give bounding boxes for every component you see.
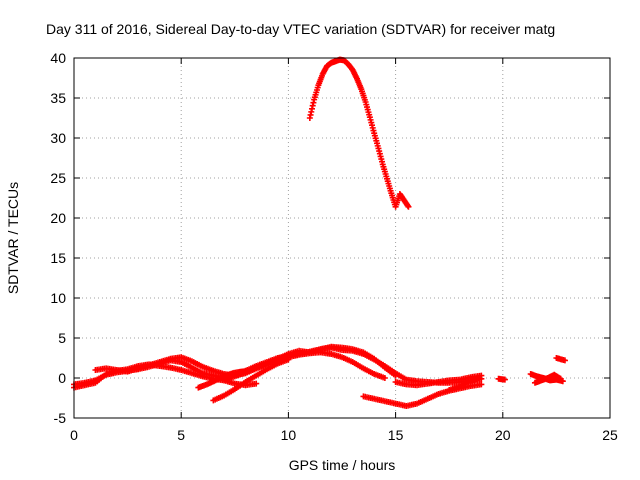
x-tick-label: 5 <box>177 427 185 443</box>
x-tick-label: 15 <box>388 427 404 443</box>
data-point <box>561 357 568 364</box>
data-point <box>285 356 292 363</box>
series-arc-10 <box>446 375 483 393</box>
series-arc-5 <box>210 356 292 404</box>
data-point <box>478 381 485 388</box>
y-tick-label: 30 <box>50 130 66 146</box>
series-arc-13 <box>531 371 564 386</box>
series-arc-14 <box>553 355 568 364</box>
series-arc-3 <box>92 343 399 379</box>
y-tick-label: 35 <box>50 90 66 106</box>
y-tick-label: 5 <box>58 330 66 346</box>
x-axis-label: GPS time / hours <box>289 457 396 473</box>
data-point <box>392 372 399 379</box>
series-arc-11 <box>495 375 508 383</box>
data-point <box>381 375 388 381</box>
data-point <box>501 376 508 383</box>
series-arc-7 <box>306 56 412 210</box>
data-points <box>71 56 568 409</box>
y-tick-label: -5 <box>54 410 67 426</box>
series-arc-6 <box>221 377 260 389</box>
data-point <box>253 380 260 387</box>
data-point <box>405 203 412 210</box>
x-tick-label: 25 <box>602 427 618 443</box>
y-tick-label: 10 <box>50 290 66 306</box>
series-arc-9 <box>392 372 485 389</box>
y-axis-label: SDTVAR / TECUs <box>5 182 21 294</box>
chart-title: Day 311 of 2016, Sidereal Day-to-day VTE… <box>46 21 555 37</box>
data-point <box>476 375 483 381</box>
y-tick-label: 40 <box>50 50 66 66</box>
x-tick-label: 10 <box>281 427 297 443</box>
grid <box>74 58 610 418</box>
plot-frame <box>73 57 611 419</box>
y-tick-label: 25 <box>50 170 66 186</box>
x-tick-label: 20 <box>495 427 511 443</box>
y-tick-label: 20 <box>50 210 66 226</box>
y-tick-label: 15 <box>50 250 66 266</box>
x-tick-label: 0 <box>70 427 78 443</box>
data-point <box>246 367 253 374</box>
y-tick-label: 0 <box>58 370 66 386</box>
data-point <box>557 375 564 382</box>
